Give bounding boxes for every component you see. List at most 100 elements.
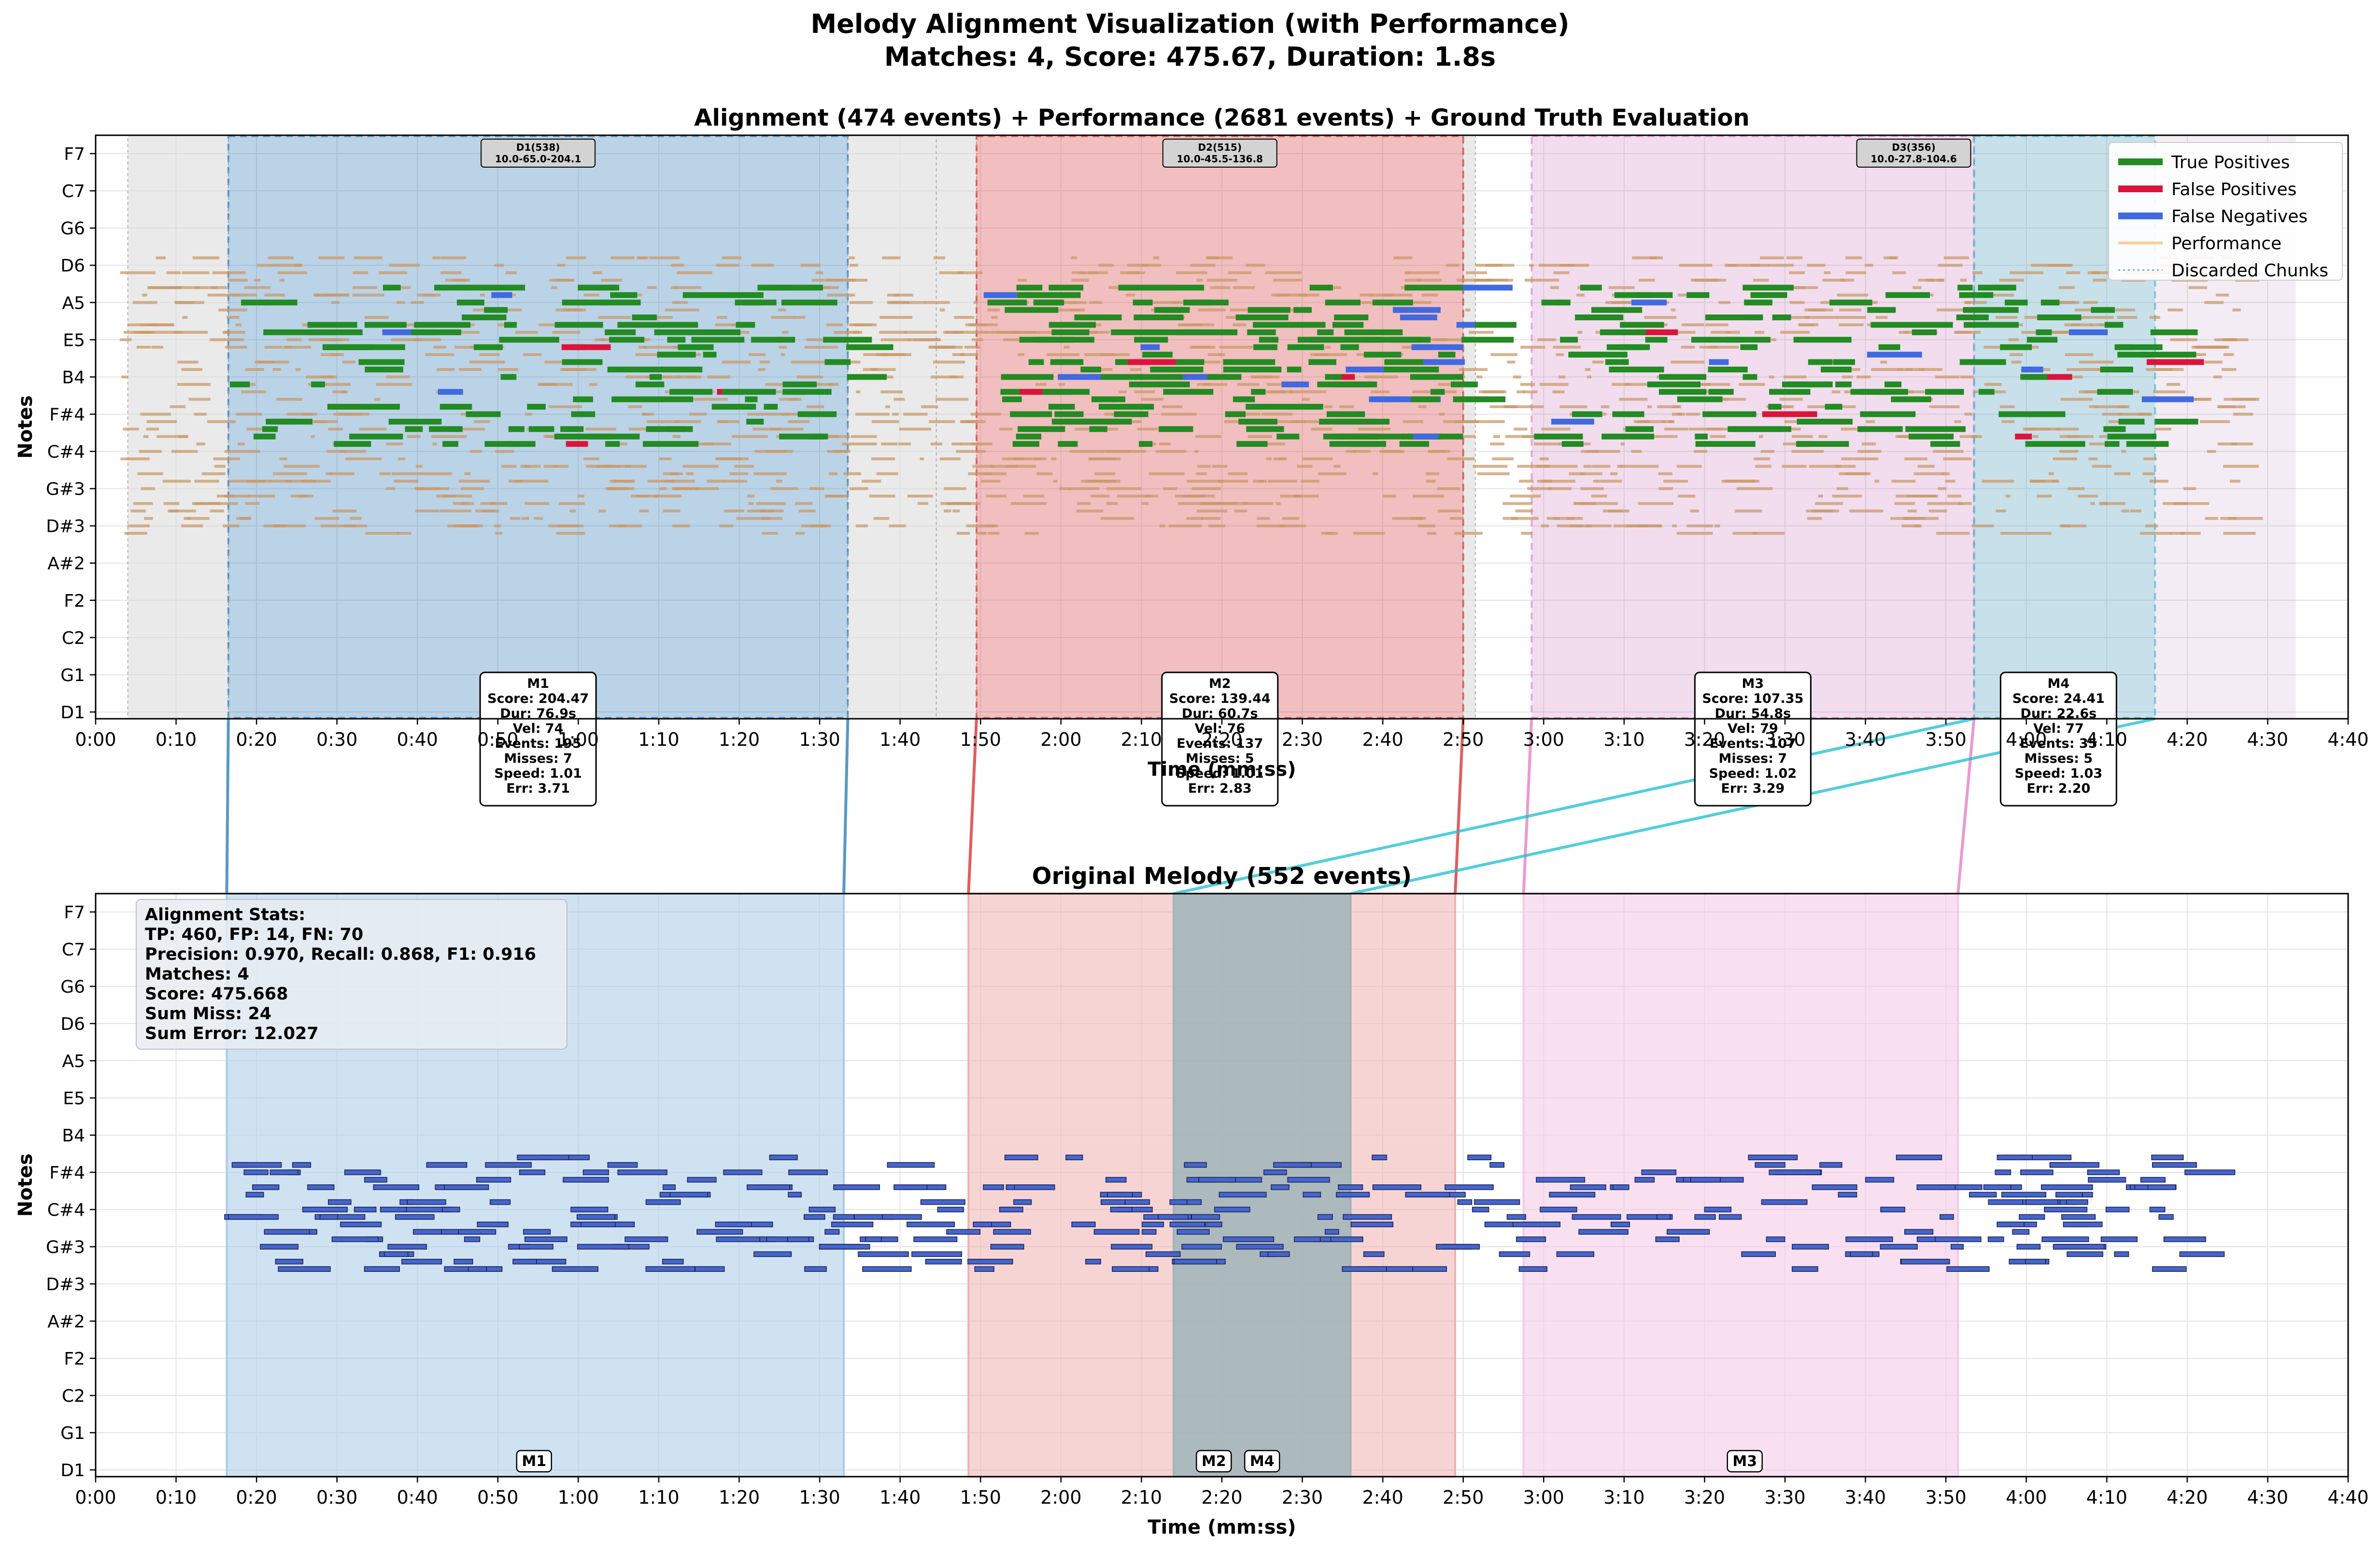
performance-note [2061, 524, 2071, 527]
melody-note [887, 1162, 935, 1168]
true-positive-note [1605, 359, 1629, 365]
performance-note [771, 316, 795, 319]
true-positive-note [1287, 344, 1324, 350]
true-positive-note [1708, 366, 1748, 372]
performance-note [1489, 405, 1518, 409]
performance-note [415, 509, 439, 513]
performance-note [1671, 308, 1676, 312]
melody-note [1071, 1222, 1096, 1227]
melody-note [252, 1184, 280, 1190]
melody-region-label-box [1244, 1450, 1280, 1473]
x-tick-label: 1:10 [638, 1487, 679, 1508]
performance-note [534, 517, 543, 520]
performance-note [1218, 353, 1225, 356]
performance-note [315, 383, 351, 386]
performance-note [286, 338, 302, 342]
performance-note [960, 353, 965, 356]
performance-note [505, 271, 517, 274]
performance-note [1069, 450, 1104, 453]
performance-note [1463, 435, 1476, 438]
true-positive-note [1860, 411, 1916, 417]
performance-note [1838, 323, 1864, 327]
true-positive-note [636, 381, 665, 387]
performance-note [1835, 465, 1856, 468]
performance-note [543, 465, 558, 468]
match-info-line: Events: 137 [1176, 736, 1263, 751]
performance-note [1627, 524, 1662, 527]
performance-note [1218, 480, 1248, 483]
true-positive-note [1028, 359, 1044, 365]
melody-note [1145, 1251, 1181, 1257]
performance-note [1807, 517, 1822, 520]
performance-note [431, 435, 467, 438]
performance-note [929, 420, 955, 423]
performance-note [1333, 465, 1341, 468]
performance-note [1339, 405, 1354, 409]
performance-note [1914, 524, 1922, 527]
true-positive-note [1089, 426, 1107, 432]
performance-note [1404, 279, 1421, 282]
performance-note [1405, 301, 1431, 304]
performance-note [672, 487, 693, 490]
performance-note [1520, 345, 1545, 349]
true-positive-note [691, 337, 745, 343]
true-positive-note [1017, 292, 1039, 298]
performance-note [722, 360, 751, 364]
performance-note [882, 256, 901, 259]
performance-note [245, 502, 260, 505]
true-positive-note [1909, 433, 1954, 440]
performance-note [1580, 487, 1604, 490]
true-positive-note [1332, 322, 1364, 328]
performance-note [2010, 271, 2044, 274]
true-positive-note [764, 404, 778, 410]
performance-note [1839, 308, 1862, 312]
true-positive-note [1450, 381, 1478, 387]
performance-note [1739, 383, 1765, 386]
true-positive-note [588, 433, 640, 440]
performance-note [1705, 323, 1728, 327]
performance-note [663, 509, 680, 513]
performance-note [1369, 293, 1393, 297]
melody-note [1880, 1207, 1905, 1212]
true-positive-note [1978, 285, 2012, 291]
performance-note [893, 398, 905, 401]
melody-note [1610, 1222, 1630, 1227]
performance-note [2011, 360, 2022, 364]
performance-note [2223, 532, 2256, 535]
x-tick-label: 4:30 [2247, 729, 2288, 750]
true-positive-note [554, 433, 581, 440]
performance-note [257, 360, 289, 364]
performance-note [194, 413, 207, 416]
performance-note [1783, 442, 1805, 446]
performance-note [1046, 353, 1080, 356]
performance-note [2066, 271, 2081, 274]
performance-note [1314, 353, 1347, 356]
performance-note [354, 256, 382, 259]
true-positive-note [334, 441, 371, 447]
performance-note [638, 256, 649, 259]
x-tick-label: 3:50 [1925, 1487, 1966, 1508]
true-positive-note [2141, 352, 2196, 358]
performance-note [569, 509, 576, 513]
performance-note [1898, 368, 1913, 371]
melody-note [1014, 1184, 1055, 1190]
melody-note [946, 1229, 981, 1235]
match-info-line: Misses: 7 [1719, 751, 1787, 766]
performance-note [1010, 502, 1047, 505]
melody-note [804, 1266, 827, 1272]
performance-note [898, 442, 911, 446]
performance-note [871, 457, 895, 460]
performance-note [272, 368, 281, 371]
performance-note [834, 330, 860, 334]
performance-note [1446, 264, 1459, 267]
panel-title: Alignment (474 events) + Performance (26… [694, 104, 1749, 131]
performance-note [156, 256, 166, 259]
performance-note [1818, 435, 1828, 438]
performance-note [2188, 286, 2207, 289]
performance-note [1300, 480, 1319, 483]
performance-note [1831, 390, 1841, 394]
true-positive-note [429, 426, 463, 432]
performance-note [1804, 308, 1833, 312]
performance-note [1106, 487, 1142, 490]
performance-note [1040, 330, 1055, 334]
